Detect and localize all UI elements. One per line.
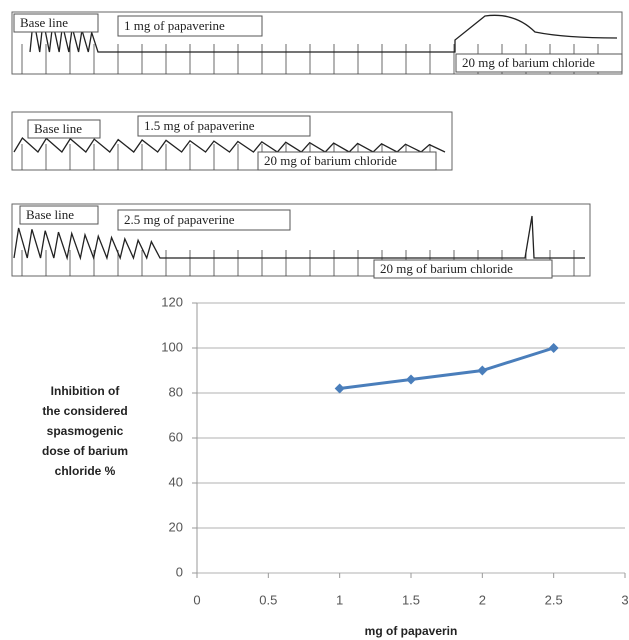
trace-label: Base line [34,121,82,136]
x-axis-title: mg of papaverin [365,624,458,638]
y-tick-label: 120 [161,294,183,309]
trace-line [14,216,585,258]
y-tick-label: 60 [169,429,183,444]
trace-label: 1 mg of papaverine [124,18,225,33]
y-axis-title: Inhibition of [51,384,121,398]
chart: 0 20 40 60 80 100 120 0 0.5 1 1.5 2 2.5 3 Inhibition o… [42,294,629,638]
y-tick-label: 40 [169,474,183,489]
y-axis-title: spasmogenic [47,424,124,438]
y-tick-label: 20 [169,519,183,534]
trace-label: Base line [26,207,74,222]
y-axis-title: the considered [42,404,127,418]
trace-label: 2.5 mg of papaverine [124,212,235,227]
point [477,366,487,376]
trace-label: 1.5 mg of papaverine [144,118,255,133]
trace-label: 20 mg of barium chloride [264,153,397,168]
x-tick-label: 1.5 [402,592,420,607]
x-tick-label: 0 [193,592,200,607]
x-tick-label: 3 [621,592,628,607]
figure: Base line 1 mg of papaverine 20 mg of bari… [0,0,629,640]
x-tick-label: 0.5 [259,592,277,607]
x-tick-label: 1 [336,592,343,607]
trace-line [14,138,445,152]
point [406,375,416,385]
series-line [340,348,554,389]
y-tick-label: 80 [169,384,183,399]
y-axis-title: dose of barium [42,444,128,458]
y-tick-label: 100 [161,339,183,354]
page: {"traces": [ {"labels": ["Base line", "1… [0,0,629,640]
x-tick-label: 2.5 [545,592,563,607]
x-tick-label: 2 [479,592,486,607]
trace-label: 20 mg of barium chloride [380,261,513,276]
point [335,384,345,394]
y-axis-title: chloride % [55,464,116,478]
trace-label: 20 mg of barium chloride [462,55,595,70]
y-tick-label: 0 [176,564,183,579]
trace-label: Base line [20,15,68,30]
kymograph-traces: Base line 1 mg of papaverine 20 mg of bari… [12,12,622,278]
point [549,343,559,353]
